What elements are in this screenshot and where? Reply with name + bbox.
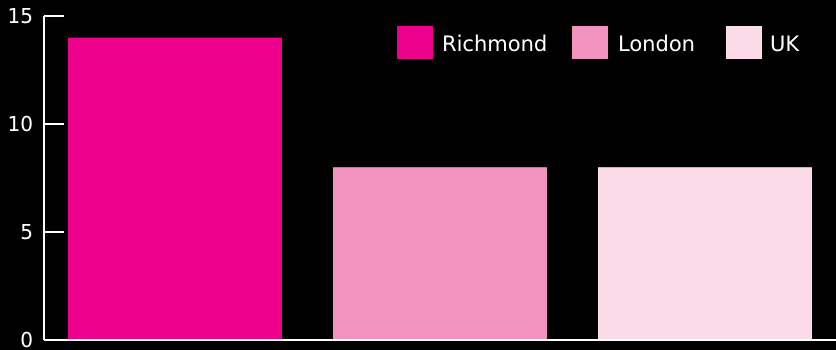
legend-swatch-uk bbox=[726, 26, 762, 59]
legend: Richmond London UK bbox=[397, 26, 800, 59]
axes-group: 0 5 10 15 bbox=[8, 4, 836, 350]
legend-label-uk: UK bbox=[770, 32, 800, 56]
y-tick-label: 15 bbox=[8, 4, 33, 28]
bar-london bbox=[333, 167, 547, 340]
y-tick-label: 0 bbox=[20, 328, 33, 350]
bar-uk bbox=[598, 167, 812, 340]
legend-label-london: London bbox=[618, 32, 695, 56]
legend-label-richmond: Richmond bbox=[442, 32, 547, 56]
y-tick-label: 5 bbox=[20, 220, 33, 244]
legend-swatch-richmond bbox=[397, 26, 433, 59]
y-tick-label: 10 bbox=[8, 112, 33, 136]
legend-swatch-london bbox=[572, 26, 608, 59]
bars-group bbox=[68, 37, 812, 340]
bar-richmond bbox=[68, 37, 282, 340]
